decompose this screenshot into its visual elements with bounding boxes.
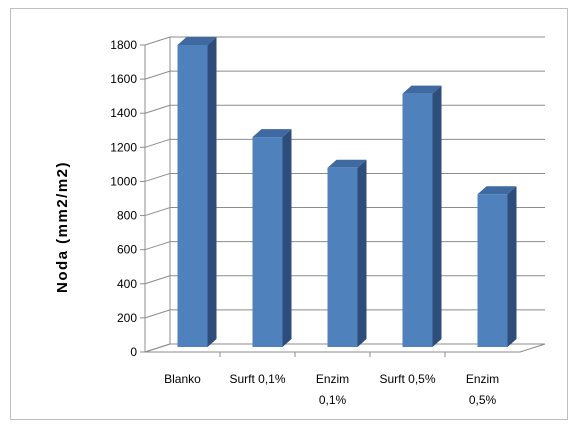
bar [252, 129, 292, 347]
bar-top [177, 37, 217, 45]
x-tick-label: Enzim 0,5% [466, 372, 499, 407]
bar-top [402, 85, 442, 94]
bar-top [477, 186, 517, 195]
x-tick-label: Surft 0,1% [229, 372, 285, 386]
y-axis-label: Noda (mm2/m2) [54, 161, 71, 293]
bar-top [252, 129, 292, 138]
bar [402, 85, 442, 347]
bar [327, 159, 367, 347]
y-tick-label: 600 [117, 243, 137, 257]
y-tick-label: 400 [117, 277, 137, 291]
y-tick-label: 1400 [110, 106, 137, 120]
y-tick-label: 1000 [110, 174, 137, 188]
bar-side [207, 37, 217, 347]
y-tick-label: 800 [117, 209, 137, 223]
bar [477, 186, 517, 347]
gridline-side [144, 138, 171, 148]
axes [140, 37, 546, 357]
y-tick-label: 1800 [110, 38, 137, 52]
bar-side [432, 85, 442, 347]
x-tick-label: Blanko [164, 372, 201, 386]
bar-side [357, 159, 367, 347]
bar-front [477, 194, 508, 347]
bar-front [327, 167, 358, 347]
x-tick-label-line: 0,1% [319, 393, 347, 407]
bars [177, 37, 517, 347]
chart-frame [10, 8, 568, 420]
bar [177, 37, 217, 347]
gridline-side [144, 241, 171, 251]
gridline-side [144, 172, 171, 182]
gridline-side [144, 36, 171, 46]
x-tick-label-line: Enzim [316, 372, 349, 386]
bar-side [507, 186, 517, 347]
bar-front [177, 45, 208, 347]
bar-front [252, 137, 283, 347]
y-tick-label: 200 [117, 311, 137, 325]
bar-front [402, 93, 433, 347]
x-tick-label: Enzim 0,1% [316, 372, 349, 407]
x-axis-floor [144, 343, 546, 353]
gridline-side [144, 207, 171, 217]
gridline-side [144, 104, 171, 114]
bar-side [282, 129, 292, 347]
x-tick-label-line: Surft 0,1% [229, 372, 285, 386]
y-tick-label: 1200 [110, 140, 137, 154]
y-tick-labels: 0 200 400 600 800 1000 1200 1400 1600 1800 [110, 38, 137, 359]
gridline-side [144, 309, 171, 319]
x-tick-label-line: Enzim [466, 372, 499, 386]
gridline-side [144, 70, 171, 80]
x-tick-label: Surft 0,5% [379, 372, 435, 386]
gridline-side [144, 275, 171, 285]
x-tick-label-line: 0,5% [469, 393, 497, 407]
bar-top [327, 159, 367, 168]
y-tick-label: 1600 [110, 72, 137, 86]
y-tick-label: 0 [130, 345, 137, 359]
x-tick-labels: Blanko Surft 0,1% Enzim 0,1% Surft 0,5% Enzim… [164, 372, 499, 407]
x-tick-label-line: Blanko [164, 372, 201, 386]
x-tick-label-line: Surft 0,5% [379, 372, 435, 386]
